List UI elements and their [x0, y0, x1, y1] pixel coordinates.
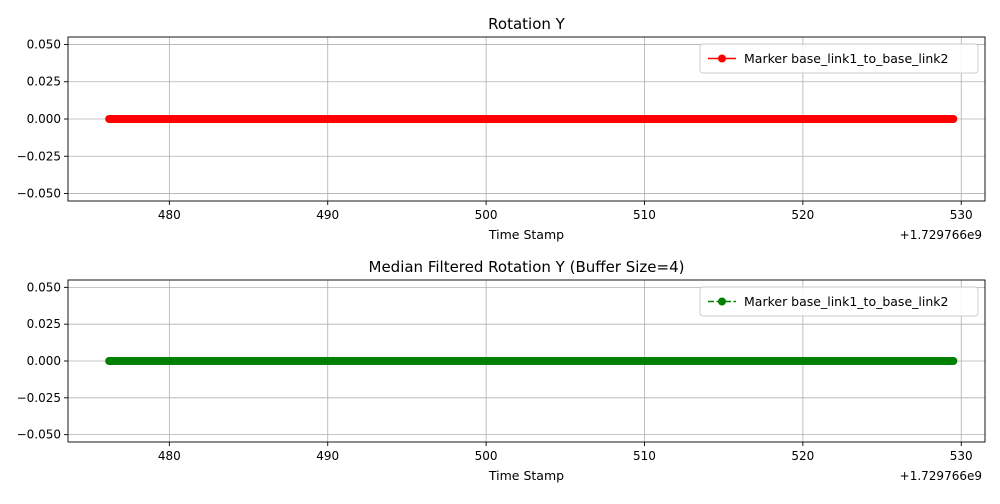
- x-tick-label: 510: [633, 449, 656, 463]
- x-tick-label: 480: [158, 208, 181, 222]
- legend-label: Marker base_link1_to_base_link2: [744, 51, 948, 66]
- series-1: [105, 115, 958, 123]
- x-offset-label: +1.729766e9: [900, 469, 982, 483]
- x-tick-label: 500: [475, 449, 498, 463]
- x-tick-label: 520: [791, 449, 814, 463]
- legend-label: Marker base_link1_to_base_link2: [744, 294, 948, 309]
- y-tick-label: −0.025: [17, 149, 61, 163]
- chart-panel-2: 480 490 500 510 520 530 0.050 0.025 0.000 −0.025 −…: [17, 258, 986, 483]
- legend-box: [699, 43, 979, 74]
- x-tick-label: 530: [950, 208, 973, 222]
- y-tick-label: −0.050: [17, 187, 61, 201]
- x-tick-label: 530: [950, 449, 973, 463]
- x-tick-label: 480: [158, 449, 181, 463]
- legend-marker: [718, 54, 726, 63]
- y-tick-label: 0.025: [27, 75, 61, 89]
- chart-title: Rotation Y: [488, 15, 566, 33]
- x-tick-label: 490: [316, 208, 339, 222]
- legend-marker: [718, 297, 726, 306]
- y-tick-label: −0.050: [17, 428, 61, 442]
- y-tick-label: 0.050: [27, 37, 61, 51]
- x-axis-label: Time Stamp: [488, 468, 564, 483]
- y-tick-label: 0.025: [27, 317, 61, 331]
- y-tick-label: 0.050: [27, 280, 61, 294]
- legend: Marker base_link1_to_base_link2: [699, 286, 979, 317]
- x-tick-label: 520: [791, 208, 814, 222]
- x-tick-label: 510: [633, 208, 656, 222]
- x-offset-label: +1.729766e9: [900, 228, 982, 242]
- chart-panel-1: 480 490 500 510 520 530 0.050 0.025 0.000 −0.025 −…: [17, 15, 986, 242]
- chart-title: Median Filtered Rotation Y (Buffer Size=…: [369, 258, 685, 276]
- y-tick-label: 0.000: [27, 354, 61, 368]
- data-point: [949, 115, 958, 123]
- series-1: [105, 357, 958, 365]
- legend: Marker base_link1_to_base_link2: [699, 43, 979, 74]
- x-tick-label: 500: [475, 208, 498, 222]
- data-point: [949, 357, 958, 365]
- x-axis-label: Time Stamp: [488, 227, 564, 242]
- legend-box: [699, 286, 979, 317]
- y-tick-label: −0.025: [17, 391, 61, 405]
- y-tick-label: 0.000: [27, 112, 61, 126]
- x-tick-label: 490: [316, 449, 339, 463]
